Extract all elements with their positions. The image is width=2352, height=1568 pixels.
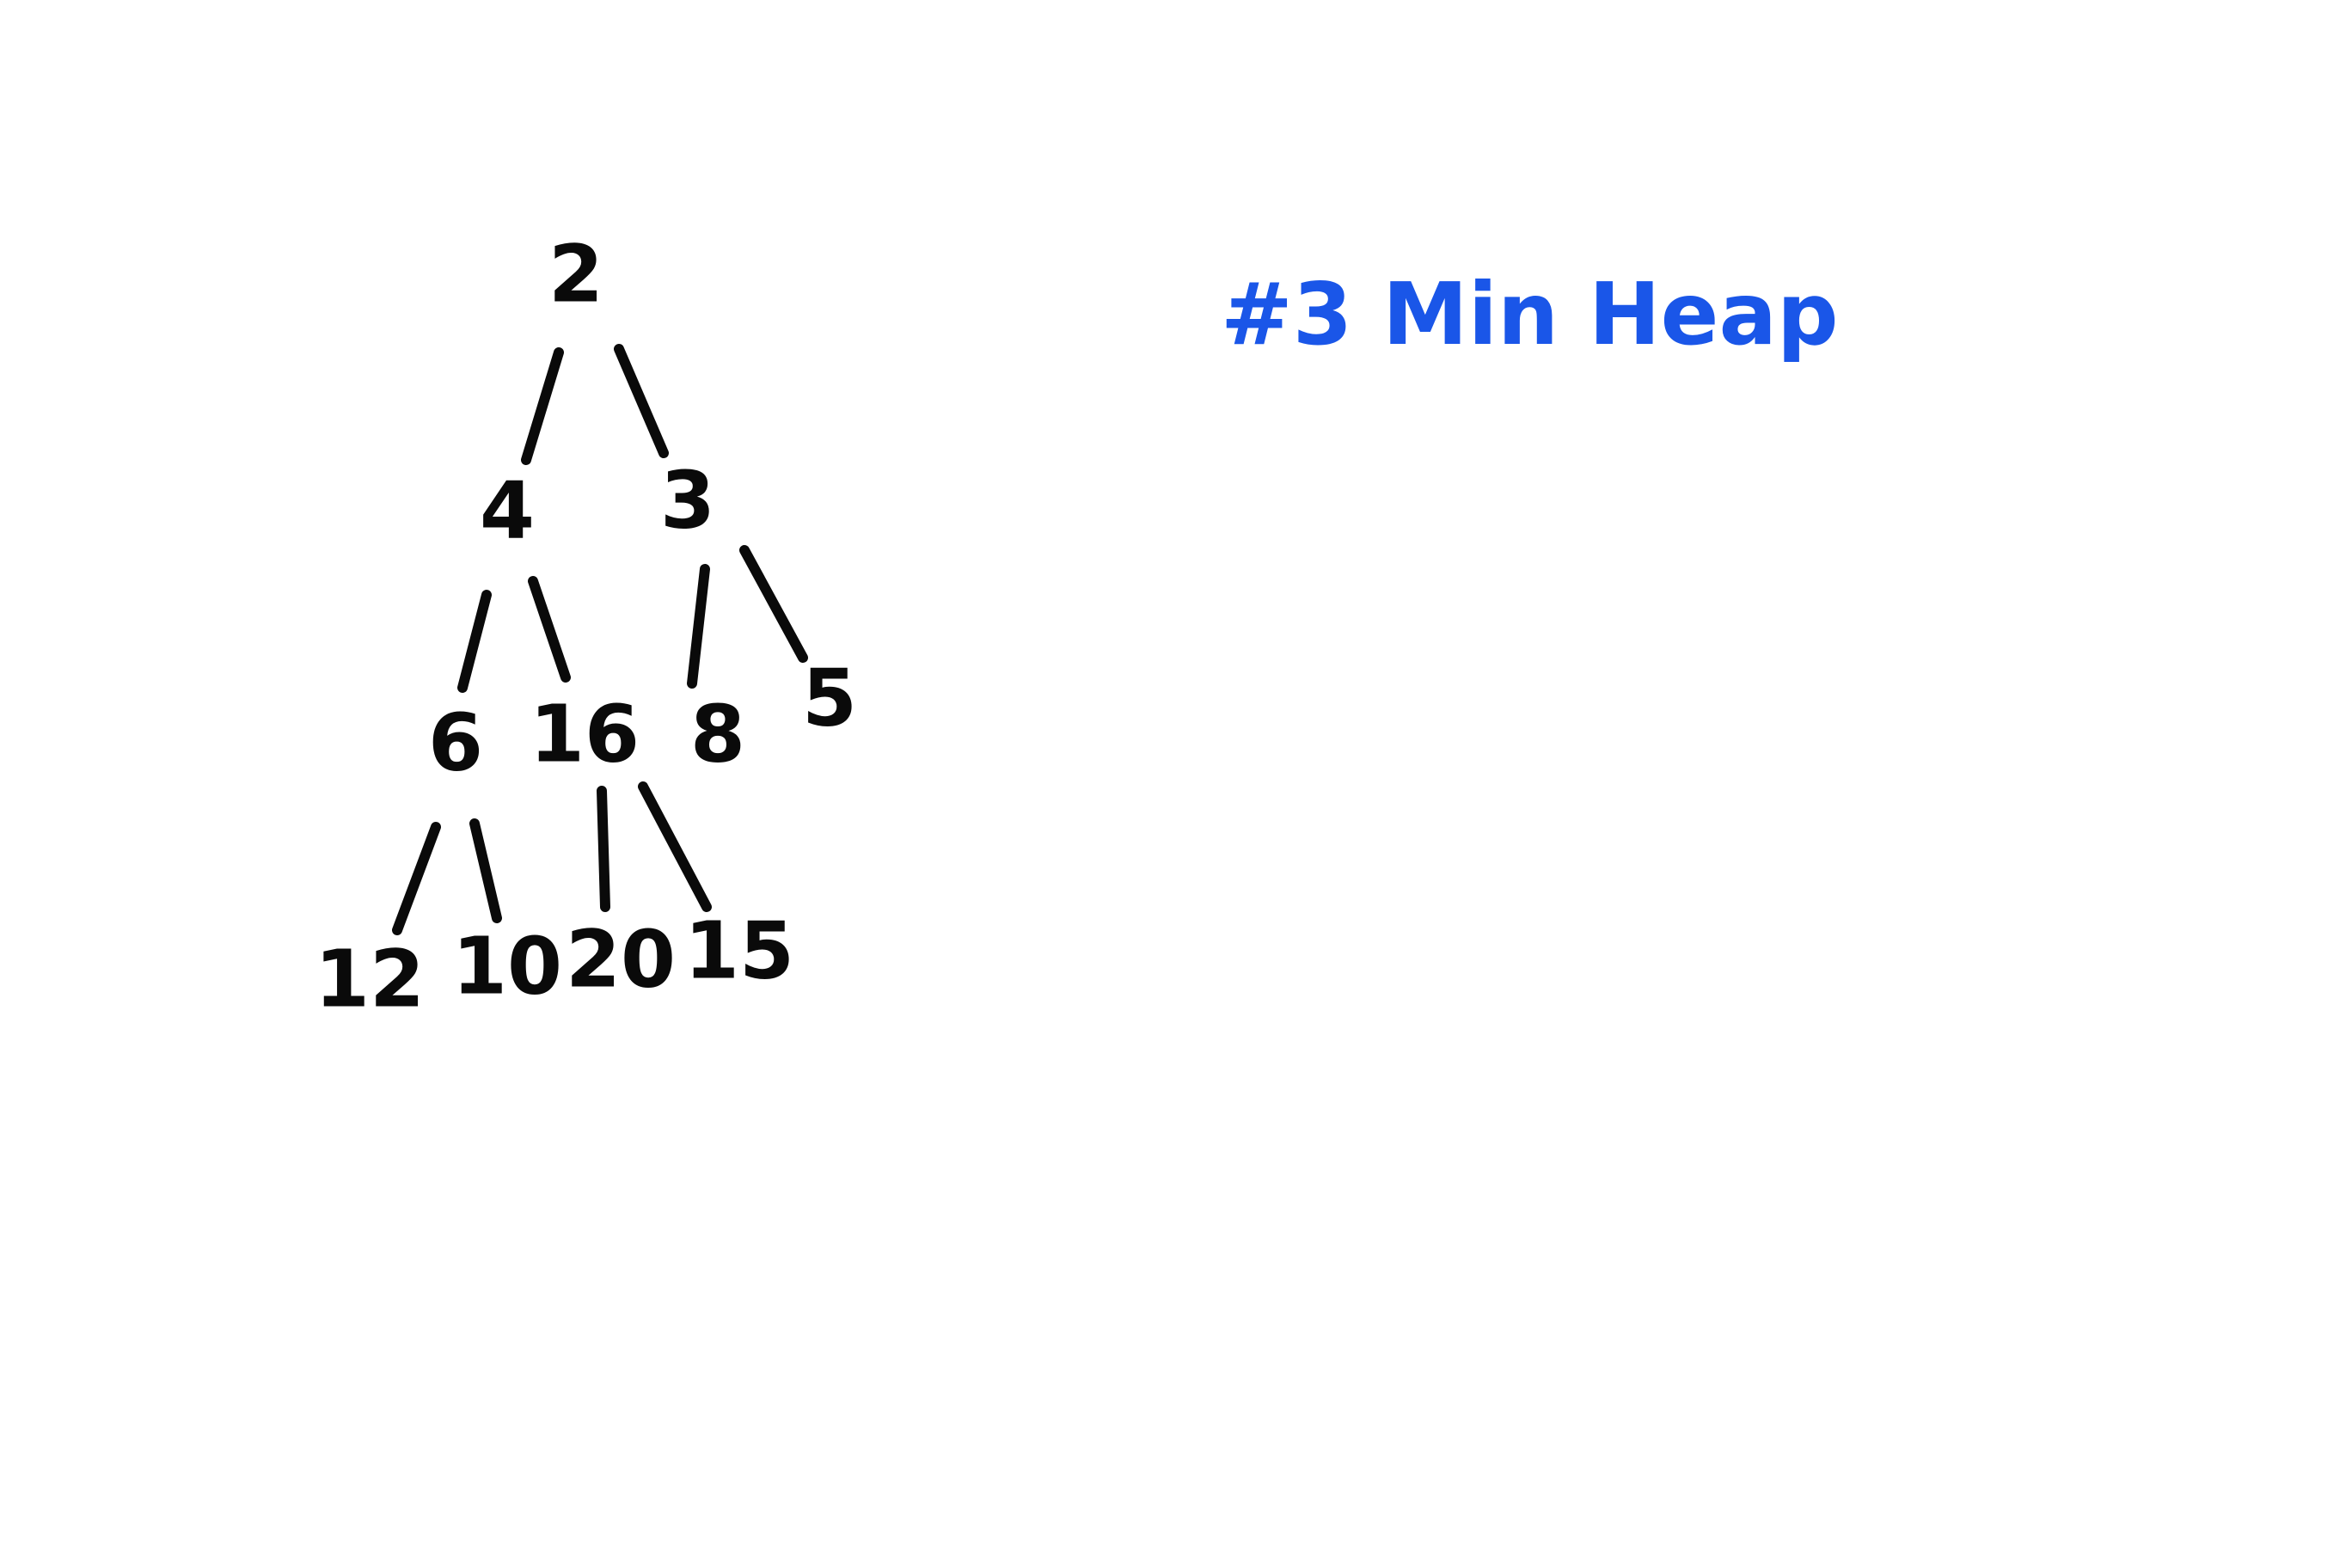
heap-node-15: 15 <box>684 904 794 996</box>
diagram-title: #3 Min Heap <box>1221 264 1839 364</box>
heap-node-4: 4 <box>480 464 535 556</box>
edge-n4-n6 <box>457 590 492 693</box>
heap-node-6: 6 <box>428 696 483 788</box>
edge-n4-n16 <box>528 576 571 683</box>
edge-n3-n5 <box>739 545 808 663</box>
edge-n6-n10 <box>469 818 502 923</box>
heap-nodes: 2 4 3 6 16 8 5 12 10 20 15 <box>315 228 857 1025</box>
heap-edges <box>392 344 808 935</box>
heap-node-2: 2 <box>548 228 603 320</box>
heap-node-10: 10 <box>452 920 562 1012</box>
heap-node-16: 16 <box>530 688 640 780</box>
heap-node-20: 20 <box>566 913 676 1005</box>
heap-node-8: 8 <box>690 688 745 780</box>
edge-n3-n8 <box>687 564 710 689</box>
edge-n2-n3 <box>614 344 669 458</box>
edge-n16-n15 <box>638 781 712 912</box>
heap-node-5: 5 <box>802 652 857 744</box>
edge-n2-n4 <box>521 347 564 465</box>
edge-n16-n20 <box>597 786 610 912</box>
heap-node-12: 12 <box>315 933 425 1025</box>
heap-node-3: 3 <box>660 454 715 546</box>
edge-n6-n12 <box>392 822 441 935</box>
